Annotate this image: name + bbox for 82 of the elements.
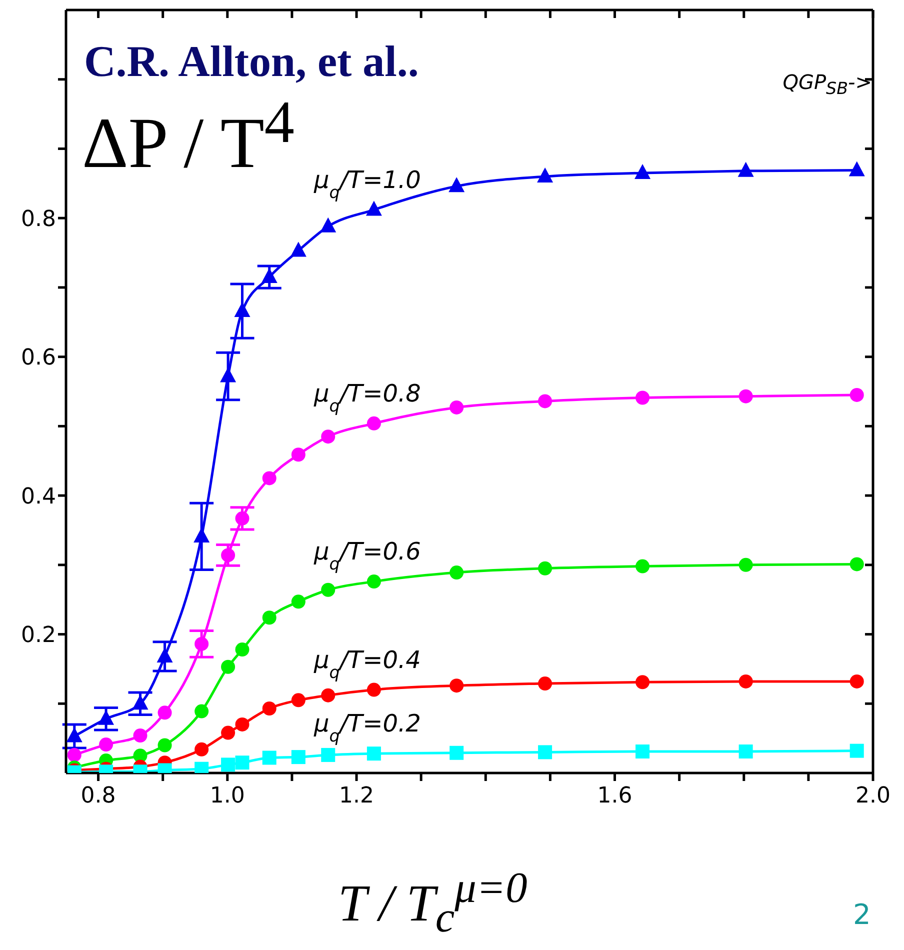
x-tick-label: 1.2 xyxy=(339,784,374,809)
point xyxy=(850,744,864,758)
point xyxy=(636,559,650,574)
point xyxy=(221,548,236,562)
point xyxy=(133,728,148,743)
x-tick-label: 0.8 xyxy=(80,784,116,809)
point xyxy=(262,471,276,486)
point xyxy=(320,217,336,232)
point xyxy=(538,394,552,408)
annotation: C.R. Allton, et al.. xyxy=(84,36,419,87)
point xyxy=(158,738,172,752)
point xyxy=(221,758,236,772)
point xyxy=(262,701,276,716)
point xyxy=(262,750,276,765)
point xyxy=(235,756,250,770)
point xyxy=(366,746,381,761)
point xyxy=(366,574,381,589)
point xyxy=(261,268,278,284)
point xyxy=(291,750,306,764)
point xyxy=(450,746,464,760)
series-label: μ$_{q}$/T=0.4 xyxy=(312,646,421,682)
series-label: μ$_{q}$/T=0.6 xyxy=(312,538,421,574)
point xyxy=(738,162,754,177)
point xyxy=(537,167,554,182)
point xyxy=(738,674,753,688)
point xyxy=(366,200,382,216)
x-tick-label: 1.0 xyxy=(210,784,245,809)
point xyxy=(538,745,552,760)
annotation: QGP$_{SB}$-> xyxy=(782,70,872,98)
point xyxy=(234,302,250,318)
point xyxy=(194,636,209,651)
point xyxy=(450,678,464,693)
point xyxy=(321,688,336,702)
point xyxy=(321,430,336,444)
point xyxy=(850,388,864,402)
point xyxy=(99,738,114,752)
point xyxy=(291,448,306,462)
point xyxy=(66,727,82,742)
x-tick-label: 1.6 xyxy=(597,784,632,809)
point xyxy=(738,389,753,404)
series-label: μ$_{q}$/T=1.0 xyxy=(312,166,421,202)
point xyxy=(366,416,381,430)
point xyxy=(321,748,336,762)
series-label: μ$_{q}$/T=0.8 xyxy=(312,379,421,416)
point xyxy=(634,164,651,180)
point xyxy=(221,726,236,740)
y-tick-label: 0.8 xyxy=(21,206,56,232)
point xyxy=(636,675,650,690)
point xyxy=(158,706,172,720)
point xyxy=(220,367,236,382)
point xyxy=(291,594,306,609)
point xyxy=(448,177,465,192)
point xyxy=(290,242,306,257)
y-tick-label: 0.6 xyxy=(21,346,56,371)
point xyxy=(67,748,82,762)
point xyxy=(538,561,552,576)
point xyxy=(235,642,250,657)
series-label: μ$_{q}$/T=0.2 xyxy=(312,710,421,746)
point xyxy=(235,511,250,526)
point xyxy=(636,390,650,405)
text: 2 xyxy=(853,898,871,931)
point xyxy=(366,682,381,697)
point xyxy=(848,161,865,176)
point xyxy=(321,582,336,597)
point xyxy=(636,744,650,758)
point xyxy=(221,660,236,674)
point xyxy=(738,744,753,758)
point xyxy=(738,558,753,572)
point xyxy=(262,610,276,625)
point xyxy=(291,693,306,708)
point xyxy=(235,717,250,732)
point xyxy=(850,674,864,688)
point xyxy=(450,400,464,414)
point xyxy=(194,704,209,718)
point xyxy=(450,566,464,580)
y-tick-label: 0.4 xyxy=(21,484,56,510)
y-tick-label: 0.2 xyxy=(21,623,56,648)
point xyxy=(850,557,864,572)
y-axis-title: ΔP / T$^{4}$ xyxy=(82,88,294,185)
point xyxy=(538,676,552,691)
x-tick-label: 2.0 xyxy=(856,784,890,809)
point xyxy=(194,742,209,756)
